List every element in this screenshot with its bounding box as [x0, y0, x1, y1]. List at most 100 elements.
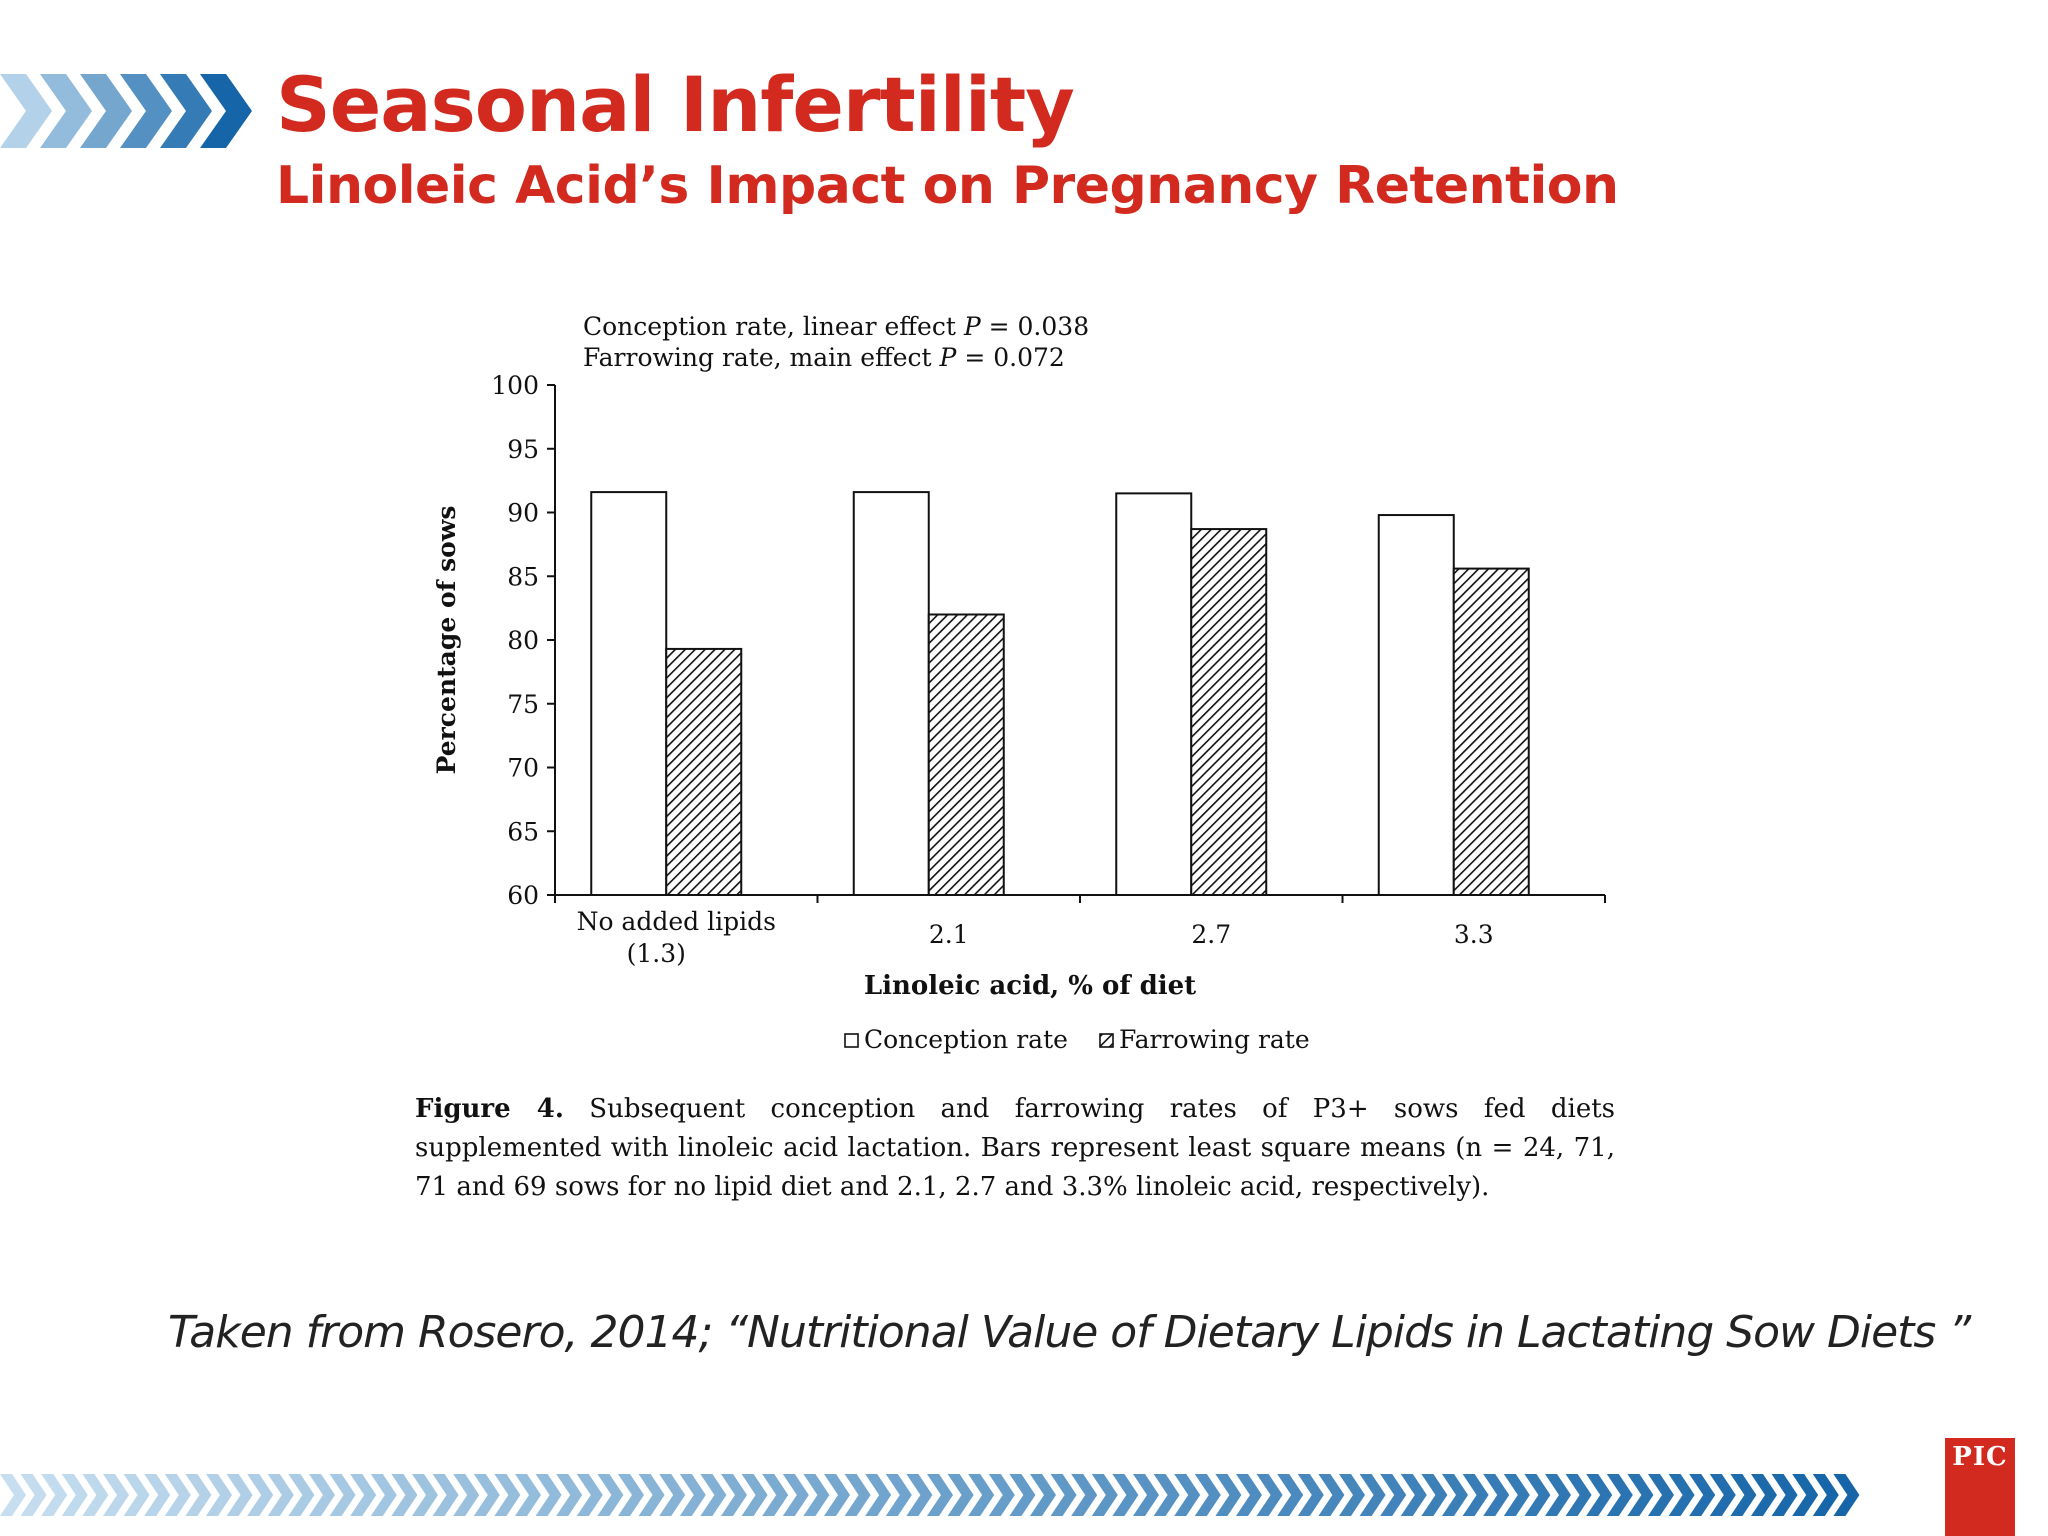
chevron-icon: [1256, 1474, 1283, 1516]
chevron-icon: [41, 1474, 68, 1516]
chevron-icon: [1236, 1474, 1262, 1516]
chevron-icon: [61, 1474, 88, 1516]
chevron-icon: [1071, 1474, 1098, 1516]
chevron-icon: [370, 1474, 397, 1516]
chevron-icon: [988, 1474, 1015, 1516]
chevron-icon: [885, 1474, 912, 1516]
chevron-icon: [1277, 1474, 1304, 1516]
chevron-icon: [1668, 1474, 1695, 1516]
y-tick-label: 75: [507, 690, 539, 719]
chevron-icon: [927, 1474, 953, 1516]
chevron-icon: [1442, 1474, 1468, 1516]
chevron-icon: [844, 1474, 871, 1516]
x-tick-label: 2.1: [929, 920, 969, 949]
chevron-icon: [1524, 1474, 1551, 1516]
bar-conception-0: [590, 491, 668, 896]
chevron-icon: [1462, 1474, 1489, 1516]
chevron-icon: [120, 74, 172, 148]
legend-label-0: Conception rate: [864, 1025, 1068, 1054]
x-tick-label: (1.3): [627, 939, 686, 968]
chevron-icon: [721, 1474, 747, 1516]
chevron-icon: [535, 1474, 562, 1516]
chevron-icon: [432, 1474, 459, 1516]
chevron-icon: [160, 74, 212, 148]
legend-swatch-1: [1099, 1033, 1114, 1048]
bar-conception-3: [1377, 514, 1455, 897]
y-tick-label: 60: [507, 881, 539, 910]
chevron-icon: [412, 1474, 438, 1516]
chart-annotation: Farrowing rate, main effect P = 0.072: [583, 343, 1065, 372]
chevron-icon: [1339, 1474, 1365, 1516]
chevron-icon: [1545, 1474, 1571, 1516]
chevron-icon: [1050, 1474, 1077, 1516]
chevron-icon: [1174, 1474, 1201, 1516]
chevron-icon: [1112, 1474, 1139, 1516]
y-tick-label: 80: [507, 626, 539, 655]
chevron-icon: [164, 1474, 191, 1516]
chevron-icon: [1215, 1474, 1242, 1516]
chevron-icon: [659, 1474, 686, 1516]
chevron-icon: [1771, 1474, 1798, 1516]
chevron-icon: [947, 1474, 974, 1516]
bar-farrowing-0: [665, 647, 743, 896]
chevron-icon: [1812, 1474, 1839, 1516]
chevron-icon: [1091, 1474, 1118, 1516]
y-tick-label: 85: [507, 562, 539, 591]
pic-logo-text: PIC: [1952, 1442, 2008, 1472]
chevron-icon: [1194, 1474, 1221, 1516]
chevron-icon: [1318, 1474, 1345, 1516]
chevron-icon: [1833, 1474, 1860, 1516]
chevron-icon: [638, 1474, 665, 1516]
chevron-icon: [267, 1474, 294, 1516]
chevron-icon: [1421, 1474, 1448, 1516]
source-citation: Taken from Rosero, 2014; “Nutritional Va…: [168, 1307, 1971, 1358]
chevron-icon: [1627, 1474, 1654, 1516]
chevron-icon: [1730, 1474, 1757, 1516]
chevron-icon: [1009, 1474, 1036, 1516]
x-tick-label: 3.3: [1454, 920, 1494, 949]
chevron-icon: [515, 1474, 541, 1516]
chevron-icon: [1565, 1474, 1592, 1516]
x-tick-label: No added lipids: [577, 907, 776, 936]
chevron-icon: [1606, 1474, 1633, 1516]
chevron-icon: [618, 1474, 644, 1516]
chevron-banner-bottom: [0, 1474, 1860, 1516]
bar-chart: Conception rate, linear effect P = 0.038…: [432, 312, 1606, 1054]
chevron-icon: [1709, 1474, 1736, 1516]
chevron-icon: [350, 1474, 377, 1516]
chevron-icon: [103, 1474, 129, 1516]
x-tick-label: 2.7: [1191, 920, 1231, 949]
chart-annotation: Conception rate, linear effect P = 0.038: [583, 312, 1089, 341]
chevron-icon: [453, 1474, 480, 1516]
bar-farrowing-1: [927, 613, 1005, 896]
chevron-icon: [824, 1474, 850, 1516]
chevron-icon: [1586, 1474, 1613, 1516]
chevron-icon: [226, 1474, 253, 1516]
chevron-icon: [329, 1474, 356, 1516]
chevron-icon: [1792, 1474, 1819, 1516]
chevron-icon: [865, 1474, 892, 1516]
chevron-icon: [906, 1474, 933, 1516]
y-axis-label: Percentage of sows: [432, 506, 461, 775]
chevron-icon: [200, 74, 252, 148]
x-axis-label: Linoleic acid, % of diet: [864, 971, 1196, 1001]
figure-caption: Figure 4. Subsequent conception and farr…: [415, 1090, 1615, 1207]
chevron-icon: [741, 1474, 768, 1516]
chevron-icon: [391, 1474, 418, 1516]
chevron-icon: [185, 1474, 212, 1516]
chevron-icon: [1400, 1474, 1427, 1516]
y-tick-label: 95: [507, 435, 539, 464]
chevron-icon: [1380, 1474, 1407, 1516]
slide-subtitle: Linoleic Acid’s Impact on Pregnancy Rete…: [276, 156, 1619, 216]
bar-conception-1: [852, 491, 930, 896]
slide-title: Seasonal Infertility: [276, 60, 1075, 149]
chevron-icon: [556, 1474, 583, 1516]
chevron-icon: [0, 74, 52, 148]
chevron-icon: [1648, 1474, 1674, 1516]
y-tick-label: 100: [491, 371, 539, 400]
legend-swatch-0: [844, 1033, 859, 1048]
chevron-banner-top: [0, 74, 252, 148]
chevron-icon: [1133, 1474, 1159, 1516]
chevron-icon: [473, 1474, 500, 1516]
pic-logo: PIC: [1945, 1438, 2015, 1536]
